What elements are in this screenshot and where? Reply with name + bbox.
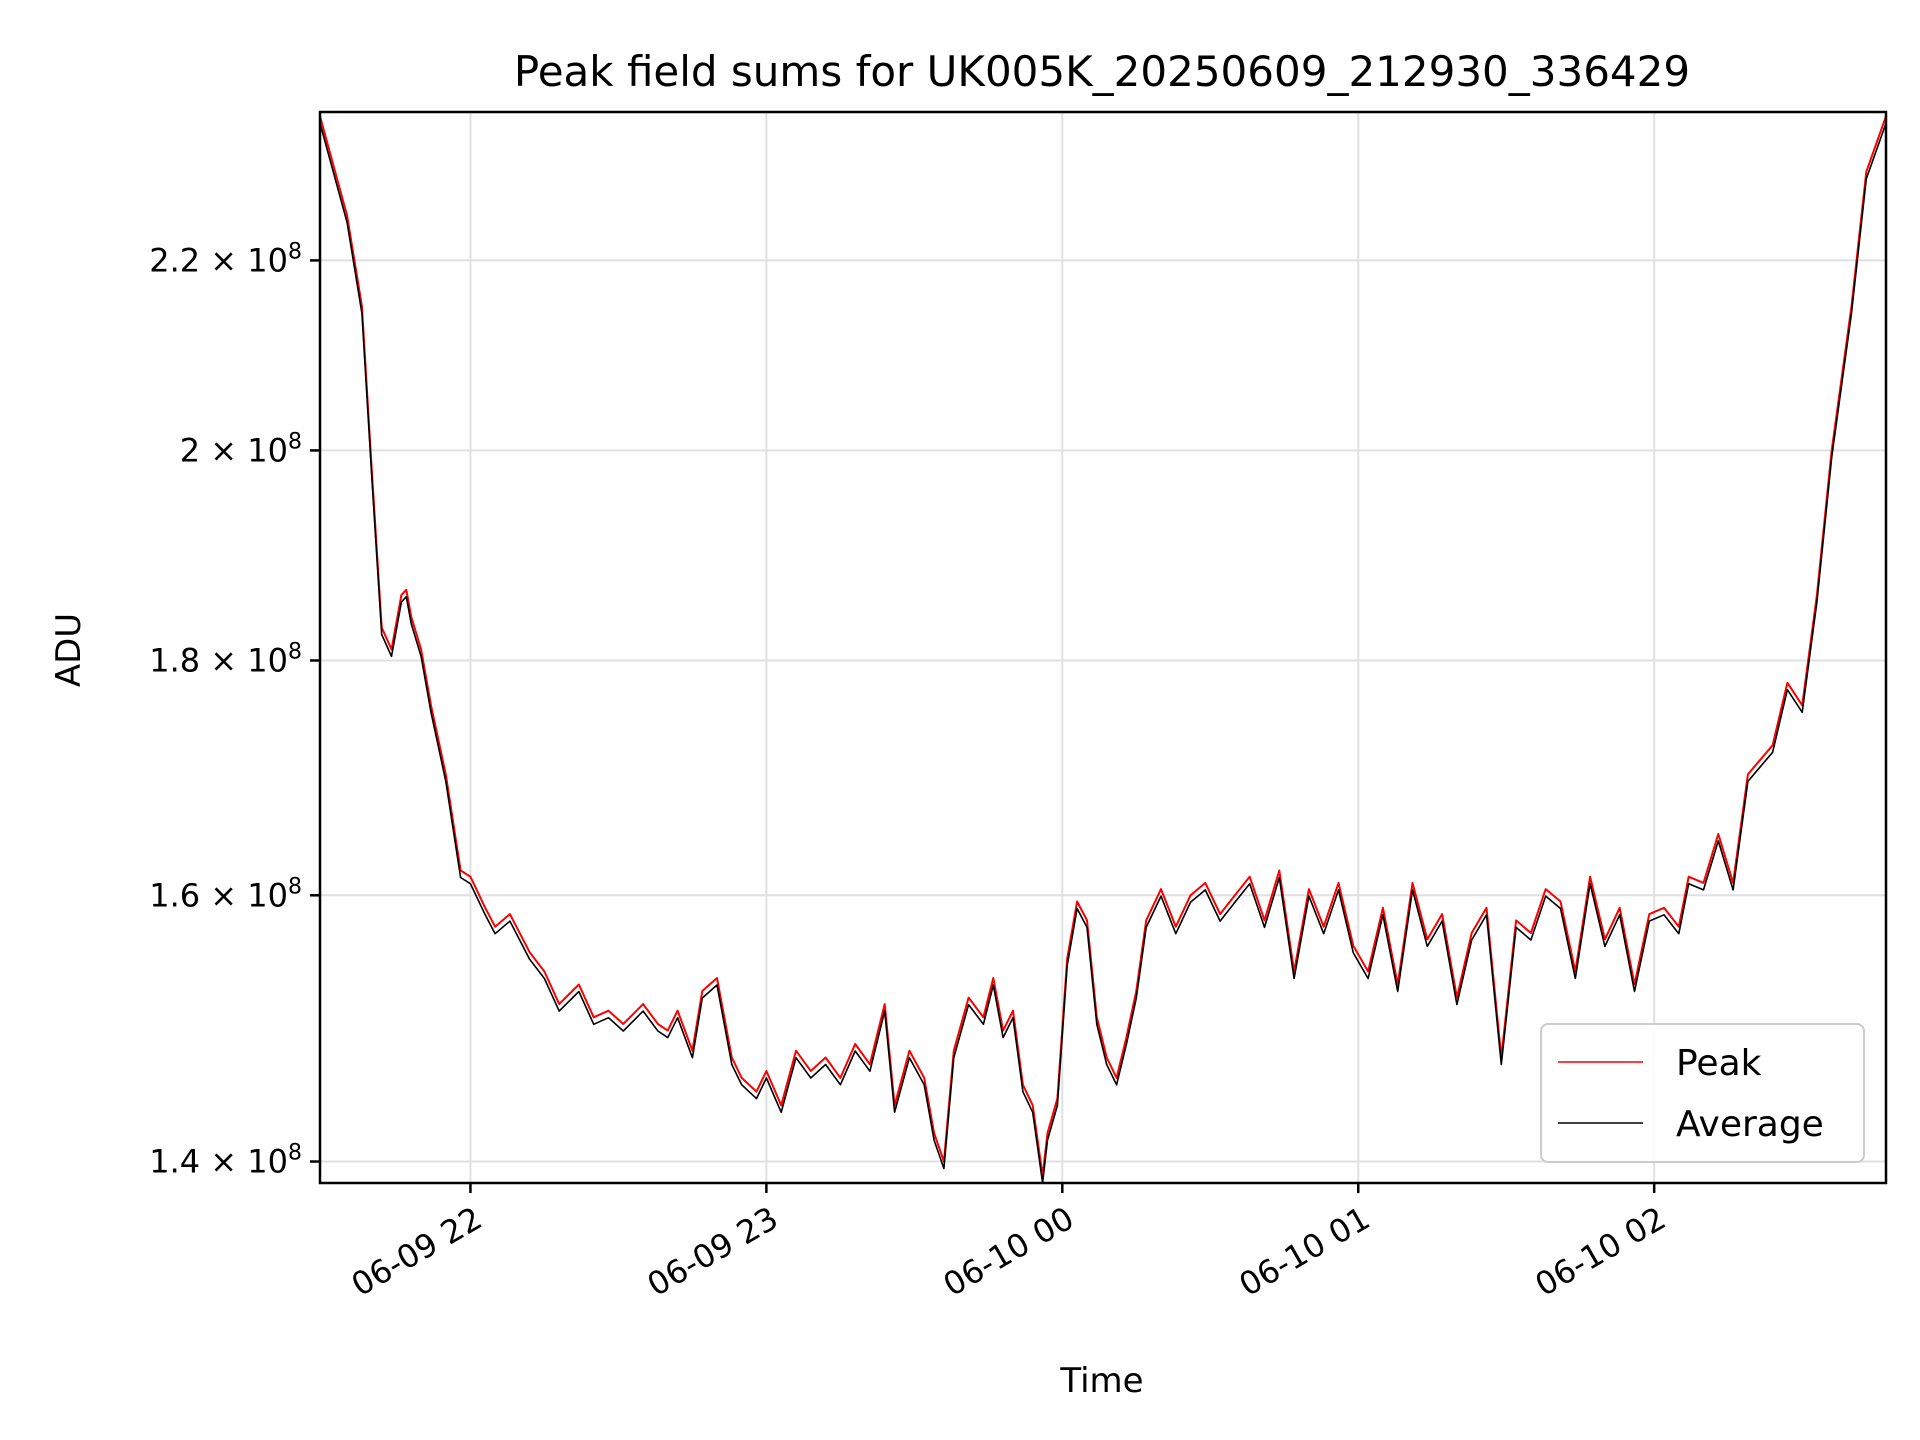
grid xyxy=(320,112,1886,1183)
chart-title: Peak field sums for UK005K_20250609_2129… xyxy=(514,47,1690,96)
plot-frame xyxy=(318,110,1888,1185)
y-tick-label: 1.4 × 108 xyxy=(149,1141,302,1181)
y-tick-label: 1.8 × 108 xyxy=(149,639,302,679)
y-axis-label: ADU xyxy=(49,613,89,687)
series-line-average xyxy=(320,122,1886,1183)
legend-box xyxy=(1540,1023,1865,1163)
y-axis: 1.4 × 108 1.6 × 108 1.8 × 108 2 × 108 2.2 × … xyxy=(149,239,320,1181)
x-axis-label: Time xyxy=(1059,1361,1143,1401)
legend-label-peak: Peak xyxy=(1676,1043,1762,1084)
y-tick-label: 2 × 108 xyxy=(180,429,302,469)
legend: Peak Average xyxy=(1540,1023,1865,1163)
y-tick-label: 1.6 × 108 xyxy=(149,874,302,914)
y-tick-label: 2.2 × 108 xyxy=(149,239,302,279)
legend-label-average: Average xyxy=(1676,1104,1824,1145)
series-lines xyxy=(320,115,1886,1183)
